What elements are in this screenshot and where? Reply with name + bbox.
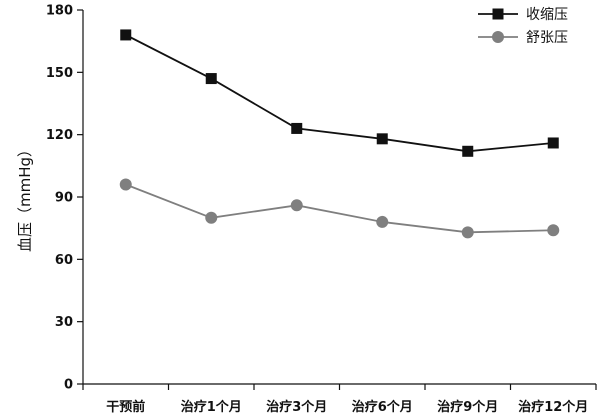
data-point xyxy=(205,211,218,224)
legend-label: 舒张压 xyxy=(526,30,568,46)
series-2 xyxy=(119,178,560,239)
series-line xyxy=(125,34,554,153)
legend-item: 收缩压 xyxy=(478,7,568,23)
series-1 xyxy=(120,29,559,157)
x-tick-label: 治疗12个月 xyxy=(518,399,588,415)
data-point xyxy=(462,145,474,157)
x-tick-label: 治疗9个月 xyxy=(437,399,498,415)
x-tick-label: 治疗6个月 xyxy=(352,399,413,415)
x-tick-label: 干预前 xyxy=(106,399,145,415)
data-point xyxy=(376,215,389,228)
legend-item: 舒张压 xyxy=(478,30,568,46)
x-tick-label: 治疗3个月 xyxy=(266,399,327,415)
legend-marker xyxy=(492,8,504,20)
x-tick-label: 治疗1个月 xyxy=(181,399,242,415)
y-tick-label: 0 xyxy=(64,378,73,393)
y-tick-label: 30 xyxy=(55,315,73,330)
y-tick-label: 180 xyxy=(46,4,73,19)
y-tick-label: 150 xyxy=(46,66,73,81)
y-tick-label: 60 xyxy=(55,253,73,268)
data-point xyxy=(205,73,217,85)
data-point xyxy=(547,224,560,237)
legend-marker xyxy=(492,31,504,43)
data-point xyxy=(291,122,303,134)
data-point xyxy=(119,178,132,191)
data-point xyxy=(376,133,388,145)
y-axis-label: 血压（mmHg） xyxy=(16,142,34,252)
series-layer xyxy=(119,29,560,239)
y-ticks: 0 30 60 90 120 150 180 xyxy=(46,4,83,393)
x-ticks: 干预前 治疗1个月 治疗3个月 治疗6个月 治疗9个月 治疗12个月 xyxy=(82,384,597,415)
data-point xyxy=(547,137,559,149)
data-point xyxy=(461,226,474,239)
data-point xyxy=(290,199,303,212)
series-line xyxy=(125,183,554,234)
y-tick-label: 120 xyxy=(46,128,73,143)
data-point xyxy=(120,29,132,41)
legend-label: 收缩压 xyxy=(526,7,568,23)
y-tick-label: 90 xyxy=(55,191,73,206)
